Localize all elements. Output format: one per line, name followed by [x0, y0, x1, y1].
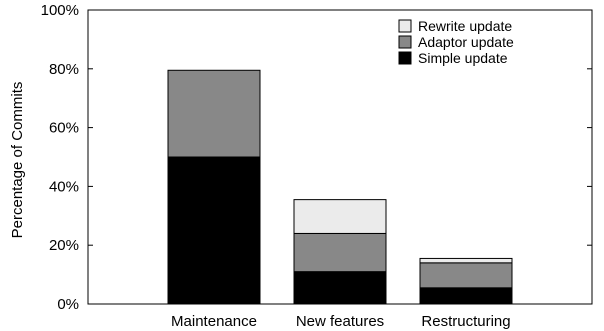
legend-label: Rewrite update: [418, 18, 512, 34]
bar-segment-rewrite-update: [419, 257, 513, 264]
legend-swatch: [398, 51, 412, 65]
bar-segment-rewrite-update: [293, 199, 387, 234]
y-axis-title: Percentage of Commits: [9, 82, 26, 239]
bar-segment-simple-update: [167, 156, 261, 305]
bar-segment-adaptor-update: [167, 69, 261, 158]
bars-group: [167, 69, 513, 305]
x-tick-label: Restructuring: [421, 313, 510, 330]
y-tick-label: 60%: [49, 120, 79, 137]
x-tick-label: New features: [296, 313, 384, 330]
legend-swatch: [398, 35, 412, 49]
x-tick-label: Maintenance: [171, 313, 257, 330]
axes-group: 0% 20% 40% 60% 80% 100% Maintenance New feature…: [41, 2, 592, 330]
legend-swatch: [398, 19, 412, 33]
y-tick-label: 80%: [49, 61, 79, 78]
y-tick-label: 100%: [41, 2, 79, 19]
legend-label: Adaptor update: [418, 34, 514, 50]
y-tick-label: 0%: [57, 296, 79, 313]
y-tick-label: 40%: [49, 178, 79, 195]
bar-segment-adaptor-update: [293, 232, 387, 273]
legend-label: Simple update: [418, 50, 508, 66]
y-tick-label: 20%: [49, 237, 79, 254]
bar-segment-adaptor-update: [419, 262, 513, 289]
